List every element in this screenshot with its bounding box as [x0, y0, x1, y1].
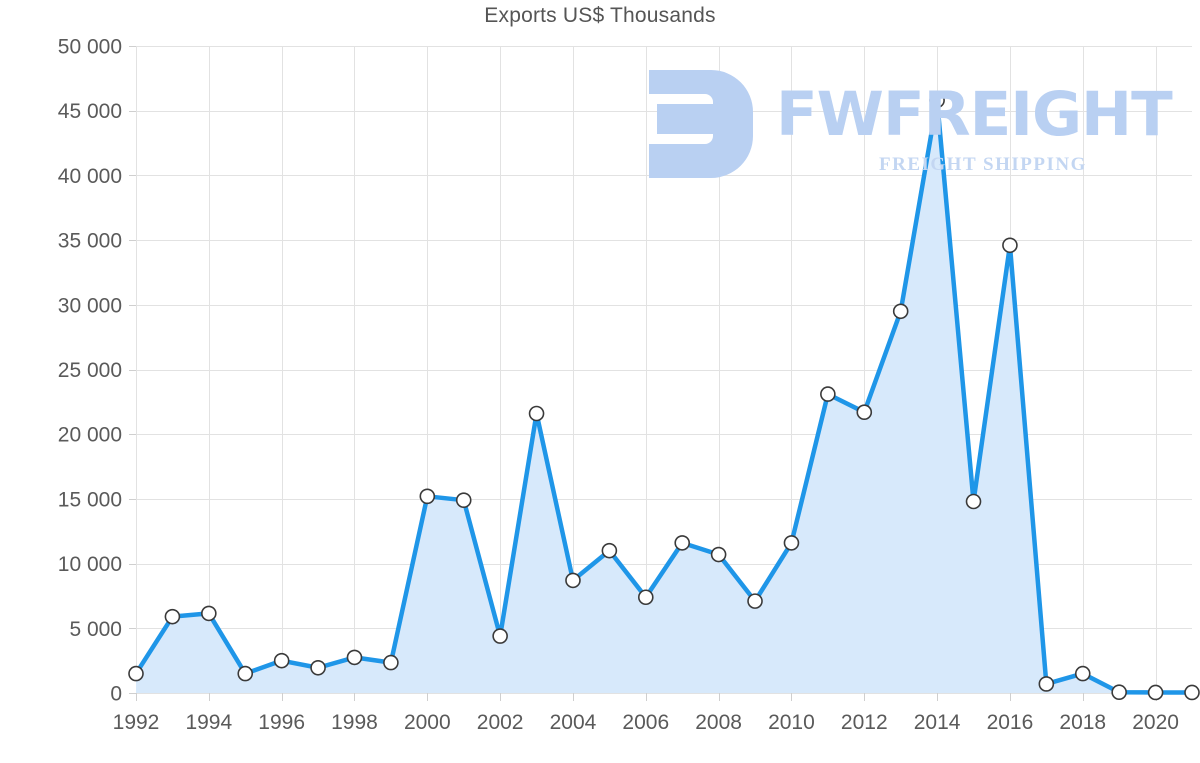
data-point-marker[interactable]: [528, 405, 545, 422]
data-point-marker[interactable]: [346, 649, 363, 666]
data-point-marker[interactable]: [310, 659, 326, 676]
data-point-marker[interactable]: [929, 92, 945, 109]
data-point-marker[interactable]: [892, 303, 909, 320]
x-axis-tick-label: 2020: [1132, 711, 1179, 734]
x-axis-tick-label: 2006: [622, 711, 669, 734]
x-axis-tick-label: 1992: [113, 711, 160, 734]
data-point-marker[interactable]: [273, 652, 290, 669]
chart-title: Exports US$ Thousands: [484, 4, 716, 27]
data-point-marker[interactable]: [565, 572, 581, 589]
data-point-marker[interactable]: [1002, 237, 1018, 254]
x-axis-tick-label: 1994: [185, 711, 232, 734]
x-axis-tick-label: 2018: [1059, 711, 1106, 734]
data-point-marker[interactable]: [201, 605, 217, 622]
data-point-marker[interactable]: [383, 654, 399, 671]
y-axis-tick-label: 15 000: [58, 488, 122, 511]
data-point-marker[interactable]: [747, 593, 763, 609]
x-axis-tick-label: 2002: [477, 711, 524, 734]
x-axis-tick-label: 2008: [695, 711, 742, 734]
y-axis-tick-label: 5 000: [69, 618, 122, 641]
data-point-marker[interactable]: [1184, 684, 1200, 701]
y-axis-tick-label: 35 000: [58, 230, 122, 253]
y-axis-tick-label: 40 000: [58, 165, 122, 188]
data-point-marker[interactable]: [1111, 684, 1127, 701]
data-point-marker[interactable]: [601, 542, 618, 559]
data-point-marker[interactable]: [164, 608, 181, 625]
data-point-marker[interactable]: [492, 628, 508, 644]
y-axis-tick-label: 50 000: [58, 36, 122, 59]
y-axis-tick-label: 30 000: [58, 294, 122, 317]
data-point-marker[interactable]: [1038, 676, 1055, 692]
y-axis-tick-label: 45 000: [58, 100, 122, 123]
data-point-marker[interactable]: [710, 546, 727, 563]
y-axis-tick-label: 25 000: [58, 359, 122, 382]
series-area: [136, 100, 1192, 694]
y-axis-tick-label: 10 000: [58, 553, 122, 576]
data-point-marker[interactable]: [237, 665, 254, 682]
x-axis-tick-label: 2016: [987, 711, 1034, 734]
data-point-marker[interactable]: [637, 589, 654, 606]
data-point-marker[interactable]: [455, 492, 472, 508]
data-point-marker[interactable]: [965, 493, 982, 510]
data-point-marker[interactable]: [820, 386, 836, 402]
x-axis-tick-label: 2010: [768, 711, 815, 734]
x-axis-tick-label: 2012: [841, 711, 888, 734]
y-axis-tick-label: 20 000: [58, 424, 122, 447]
data-point-marker[interactable]: [128, 665, 144, 682]
x-axis-tick-label: 1996: [258, 711, 305, 734]
x-axis-tick-label: 2000: [404, 711, 451, 734]
data-point-marker[interactable]: [1147, 684, 1164, 701]
data-point-marker[interactable]: [419, 488, 436, 505]
data-point-marker[interactable]: [674, 535, 691, 551]
data-point-marker[interactable]: [856, 404, 873, 421]
x-axis-tick-label: 2014: [914, 711, 961, 734]
data-point-marker[interactable]: [1074, 665, 1091, 682]
x-axis-tick-label: 2004: [550, 711, 597, 734]
data-point-marker[interactable]: [783, 535, 800, 551]
x-axis-tick-label: 1998: [331, 711, 378, 734]
y-axis-tick-label: 0: [110, 683, 122, 706]
